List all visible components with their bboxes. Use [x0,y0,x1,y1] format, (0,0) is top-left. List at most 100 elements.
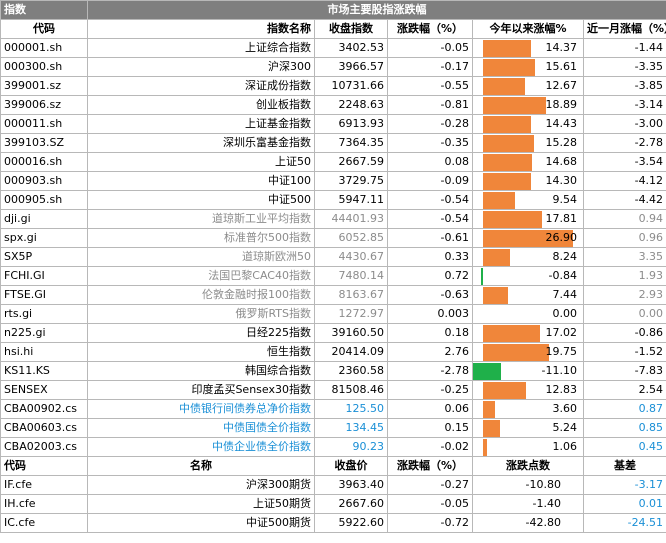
cell-close: 1272.97 [314,304,388,324]
futures-header: 涨跌点数 [472,456,584,476]
cell-name: 日经225指数 [87,323,315,343]
cell-month: -3.14 [582,95,666,115]
cell-close: 6913.93 [314,114,388,134]
ytd-bar [483,325,540,342]
ytd-value: -11.10 [541,364,577,377]
cell-name: 中证100 [87,171,315,191]
futures-cell-pts: -1.40 [472,494,584,514]
ytd-value: 15.61 [545,60,578,73]
cell-month: -1.44 [582,38,666,58]
cell-close: 134.45 [314,418,388,438]
futures-cell-close: 5922.60 [314,513,388,533]
cell-name: 法国巴黎CAC40指数 [87,266,315,286]
cell-code: hsi.hi [0,342,88,362]
cell-month: 0.87 [582,399,666,419]
cell-close: 125.50 [314,399,388,419]
cell-ytd-bar: 19.75 [472,342,584,362]
cell-name: 中证500 [87,190,315,210]
table-row: n225.gi 日经225指数 39160.50 0.18 17.02 -0.86 [0,323,666,343]
cell-ytd-bar: 18.89 [472,95,584,115]
ytd-value: 7.44 [552,288,578,301]
ytd-bar [483,97,546,114]
ytd-value: 15.28 [545,136,578,149]
ytd-value: 1.06 [552,440,578,453]
cell-name: 深证成份指数 [87,76,315,96]
cell-close: 8163.67 [314,285,388,305]
cell-ytd-bar: 15.61 [472,57,584,77]
cell-ytd-bar: 14.37 [472,38,584,58]
cell-close: 39160.50 [314,323,388,343]
futures-cell-code: IC.cfe [0,513,88,533]
futures-cell-name: 沪深300期货 [87,475,315,495]
futures-cell-chg: -0.05 [387,494,473,514]
cell-chg: -0.54 [387,190,473,210]
cell-code: SENSEX [0,380,88,400]
cell-chg: 0.08 [387,152,473,172]
cell-ytd-bar: 15.28 [472,133,584,153]
ytd-bar [483,344,549,361]
cell-name: 道琼斯欧洲50 [87,247,315,267]
cell-close: 3966.57 [314,57,388,77]
page-title: 市场主要股指涨跌幅 [86,0,666,20]
cell-code: 000016.sh [0,152,88,172]
cell-name: 上证50 [87,152,315,172]
cell-name: 深圳乐富基金指数 [87,133,315,153]
cell-month: -3.54 [582,152,666,172]
futures-row: IH.cfe 上证50期货 2667.60 -0.05 -1.40 0.01 [0,494,666,514]
table-row: spx.gi 标准普尔500指数 6052.85 -0.61 26.90 0.96 [0,228,666,248]
futures-cell-chg: -0.72 [387,513,473,533]
cell-name: 道琼斯工业平均指数 [87,209,315,229]
title-bar: 指数 市场主要股指涨跌幅 [0,0,666,20]
cell-ytd-bar: 8.24 [472,247,584,267]
ytd-value: 12.83 [545,383,578,396]
cell-code: CBA00902.cs [0,399,88,419]
ytd-bar [483,154,532,171]
cell-close: 5947.11 [314,190,388,210]
cell-chg: 0.003 [387,304,473,324]
futures-header: 名称 [87,456,315,476]
cell-chg: -0.02 [387,437,473,457]
cell-month: -3.85 [582,76,666,96]
futures-cell-basis: -3.17 [582,475,666,495]
ytd-bar [473,363,501,380]
cell-name: 中债银行间债券总净价指数 [87,399,315,419]
table-row: 399001.sz 深证成份指数 10731.66 -0.55 12.67 -3.85 [0,76,666,96]
cell-code: n225.gi [0,323,88,343]
cell-ytd-bar: 9.54 [472,190,584,210]
futures-cell-name: 中证500期货 [87,513,315,533]
ytd-bar [483,287,508,304]
cell-chg: -0.35 [387,133,473,153]
cell-close: 6052.85 [314,228,388,248]
cell-chg: 0.15 [387,418,473,438]
cell-ytd-bar: 3.60 [472,399,584,419]
table-row: CBA00902.cs 中债银行间债券总净价指数 125.50 0.06 3.60 0.8… [0,399,666,419]
ytd-value: 12.67 [545,79,578,92]
cell-ytd-bar: 14.68 [472,152,584,172]
cell-code: rts.gi [0,304,88,324]
table-row: 000016.sh 上证50 2667.59 0.08 14.68 -3.54 [0,152,666,172]
futures-row: IF.cfe 沪深300期货 3963.40 -0.27 -10.80 -3.17 [0,475,666,495]
cell-code: spx.gi [0,228,88,248]
cell-close: 10731.66 [314,76,388,96]
ytd-value: 14.30 [545,174,578,187]
cell-code: 000011.sh [0,114,88,134]
ytd-bar [481,268,483,285]
ytd-bar [483,249,511,266]
cell-name: 沪深300 [87,57,315,77]
ytd-bar [483,192,515,209]
cell-month: -1.52 [582,342,666,362]
cell-ytd-bar: 26.90 [472,228,584,248]
header-code: 代码 [0,19,88,39]
cell-ytd-bar: 1.06 [472,437,584,457]
table-row: dji.gi 道琼斯工业平均指数 44401.93 -0.54 17.81 0.94 [0,209,666,229]
header-month: 近一月涨幅（%） [582,19,666,39]
cell-chg: -0.61 [387,228,473,248]
table-row: FCHI.GI 法国巴黎CAC40指数 7480.14 0.72 -0.84 1.93 [0,266,666,286]
ytd-value: 8.24 [552,250,578,263]
cell-name: 印度孟买Sensex30指数 [87,380,315,400]
futures-header: 涨跌幅（%） [387,456,473,476]
cell-code: 000905.sh [0,190,88,210]
cell-name: 中债企业债全价指数 [87,437,315,457]
cell-close: 7364.35 [314,133,388,153]
cell-code: 000300.sh [0,57,88,77]
